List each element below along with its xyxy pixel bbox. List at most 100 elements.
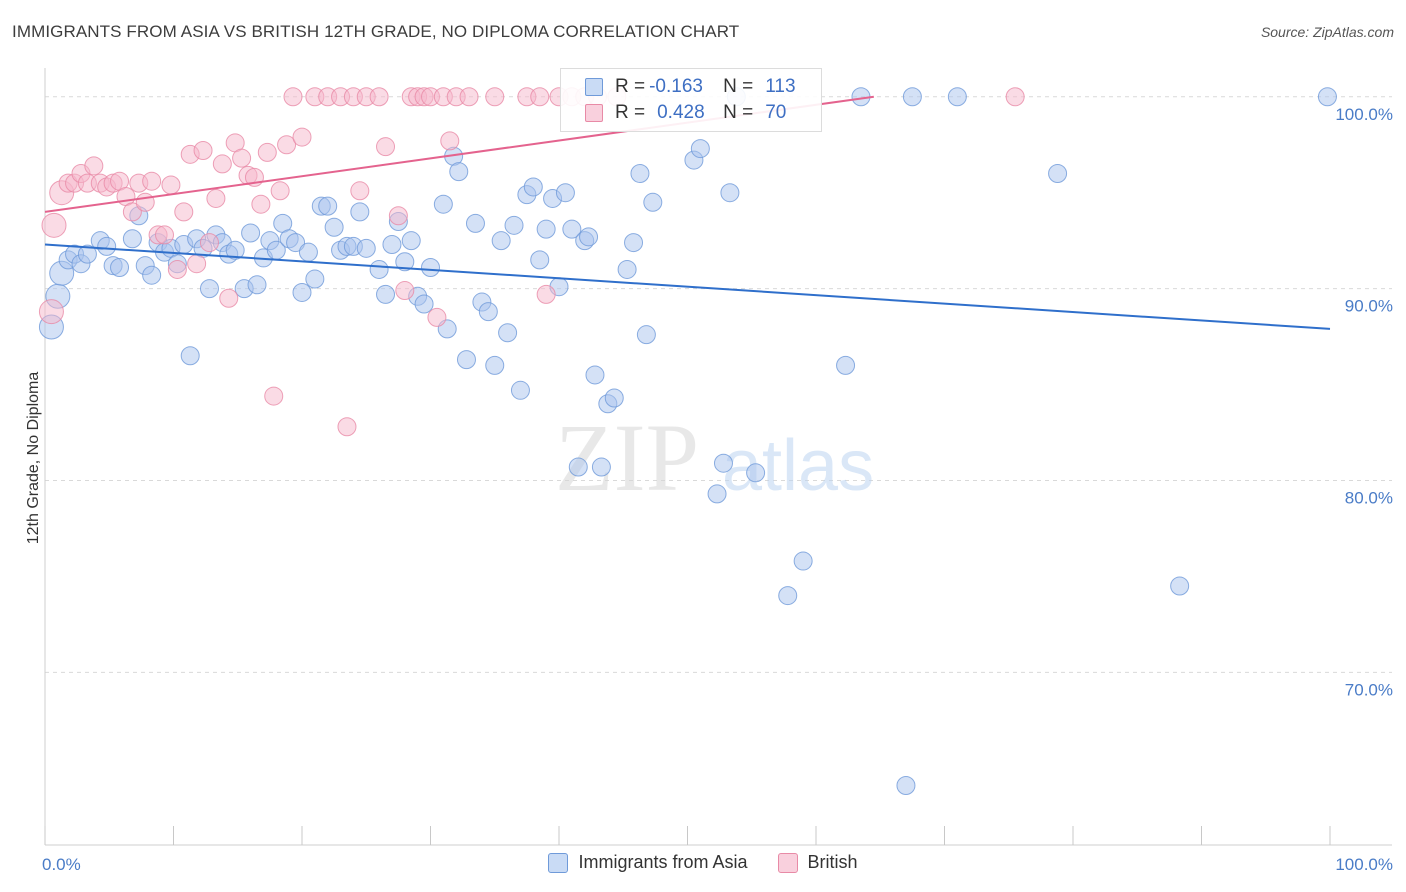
british-point-28 [219, 288, 239, 308]
asia-point-104 [1048, 164, 1068, 184]
legend-row-asia: R = -0.163 N = 113 [585, 75, 796, 99]
asia-point-41 [318, 196, 338, 216]
british-point-62 [530, 87, 550, 107]
asia-point-14 [142, 265, 162, 285]
british-point-25 [199, 233, 219, 253]
asia-point-11 [122, 229, 142, 249]
asia-point-68 [504, 215, 524, 235]
british-point-39 [292, 127, 312, 147]
asia-point-93 [713, 453, 733, 473]
asia-point-78 [568, 457, 588, 477]
asia-point-60 [449, 162, 469, 182]
chart-title: IMMIGRANTS FROM ASIA VS BRITISH 12TH GRA… [12, 22, 740, 41]
asia-point-101 [896, 776, 916, 796]
asia-point-62 [465, 213, 485, 233]
data-points [38, 87, 1337, 796]
legend-label-british: British [807, 852, 858, 872]
british-point-37 [277, 135, 297, 155]
asia-point-47 [356, 238, 376, 258]
legend-item-british[interactable]: British [777, 852, 858, 873]
asia-point-66 [491, 231, 511, 251]
watermark-zip: ZIP [555, 404, 699, 511]
british-point-7 [84, 156, 104, 176]
british-point-33 [251, 194, 271, 214]
asia-point-86 [624, 233, 644, 253]
asia-point-29 [241, 223, 261, 243]
n-label: N = [723, 102, 754, 123]
asia-point-39 [305, 269, 325, 289]
british-point-15 [135, 192, 155, 212]
asia-trend-line [44, 243, 1331, 330]
asia-point-91 [690, 139, 710, 159]
asia-point-65 [485, 355, 505, 375]
y-tick-label-2: 80.0% [1345, 488, 1393, 507]
r-value-british: 0.428 [657, 102, 705, 123]
asia-point-56 [421, 258, 440, 278]
asia-point-20 [180, 346, 200, 366]
british-point-35 [264, 386, 284, 406]
r-value-asia: -0.163 [649, 76, 703, 97]
british-point-1 [41, 212, 67, 238]
british-point-55 [427, 307, 447, 327]
british-point-63 [536, 284, 556, 304]
british-point-30 [232, 148, 252, 168]
asia-point-8 [97, 236, 117, 256]
asia-point-48 [369, 259, 389, 279]
legend-item-asia[interactable]: Immigrants from Asia [548, 852, 748, 873]
asia-point-98 [793, 551, 813, 571]
british-point-60 [485, 87, 505, 107]
legend-swatch-british [585, 104, 603, 122]
r-label: R = [615, 102, 646, 123]
british-point-45 [350, 181, 370, 201]
asia-point-76 [555, 183, 575, 203]
asia-point-87 [630, 164, 650, 184]
asia-point-103 [947, 87, 967, 107]
asia-point-46 [350, 202, 370, 222]
british-point-24 [193, 140, 213, 160]
asia-point-92 [707, 484, 727, 504]
british-point-13 [122, 202, 142, 222]
british-point-50 [395, 281, 415, 301]
asia-point-36 [286, 233, 306, 253]
asia-point-27 [225, 240, 245, 260]
asia-point-50 [382, 235, 402, 255]
asia-point-73 [536, 219, 556, 239]
asia-point-23 [199, 279, 219, 299]
british-point-0 [38, 299, 64, 325]
asia-point-52 [395, 252, 415, 272]
british-point-34 [257, 142, 277, 162]
asia-point-71 [523, 177, 543, 197]
legend-swatch-asia [585, 78, 603, 96]
british-point-21 [174, 202, 194, 222]
n-label: N = [723, 76, 754, 97]
asia-point-82 [591, 457, 611, 477]
legend-swatch-asia [548, 852, 569, 873]
asia-point-49 [376, 284, 396, 304]
y-tick-label-3: 70.0% [1345, 680, 1393, 699]
asia-point-102 [902, 87, 922, 107]
asia-point-38 [298, 242, 318, 262]
watermark: ZIP atlas [555, 404, 874, 511]
asia-point-57 [433, 194, 453, 214]
x-tick-label-min: 0.0% [42, 855, 81, 874]
y-tick-label-0: 100.0% [1335, 105, 1393, 124]
asia-point-97 [778, 586, 798, 606]
british-point-23 [187, 254, 207, 274]
series-legend: Immigrants from Asia British [0, 852, 1406, 873]
british-point-48 [376, 137, 396, 157]
axes [44, 68, 1392, 846]
asia-point-94 [720, 183, 740, 203]
british-point-18 [155, 225, 175, 245]
asia-point-72 [530, 250, 550, 270]
british-point-36 [270, 181, 290, 201]
british-point-47 [369, 87, 389, 107]
y-tick-label-1: 90.0% [1345, 297, 1393, 316]
tick-labels: 100.0% 90.0% 80.0% 70.0% 0.0% 100.0% [42, 105, 1393, 874]
asia-point-10 [110, 258, 130, 278]
asia-point-80 [579, 227, 599, 247]
asia-point-81 [585, 365, 605, 385]
source-label: Source: ZipAtlas.com [1260, 24, 1394, 40]
y-axis-title: 12th Grade, No Diploma [25, 372, 42, 545]
british-point-43 [337, 417, 357, 437]
